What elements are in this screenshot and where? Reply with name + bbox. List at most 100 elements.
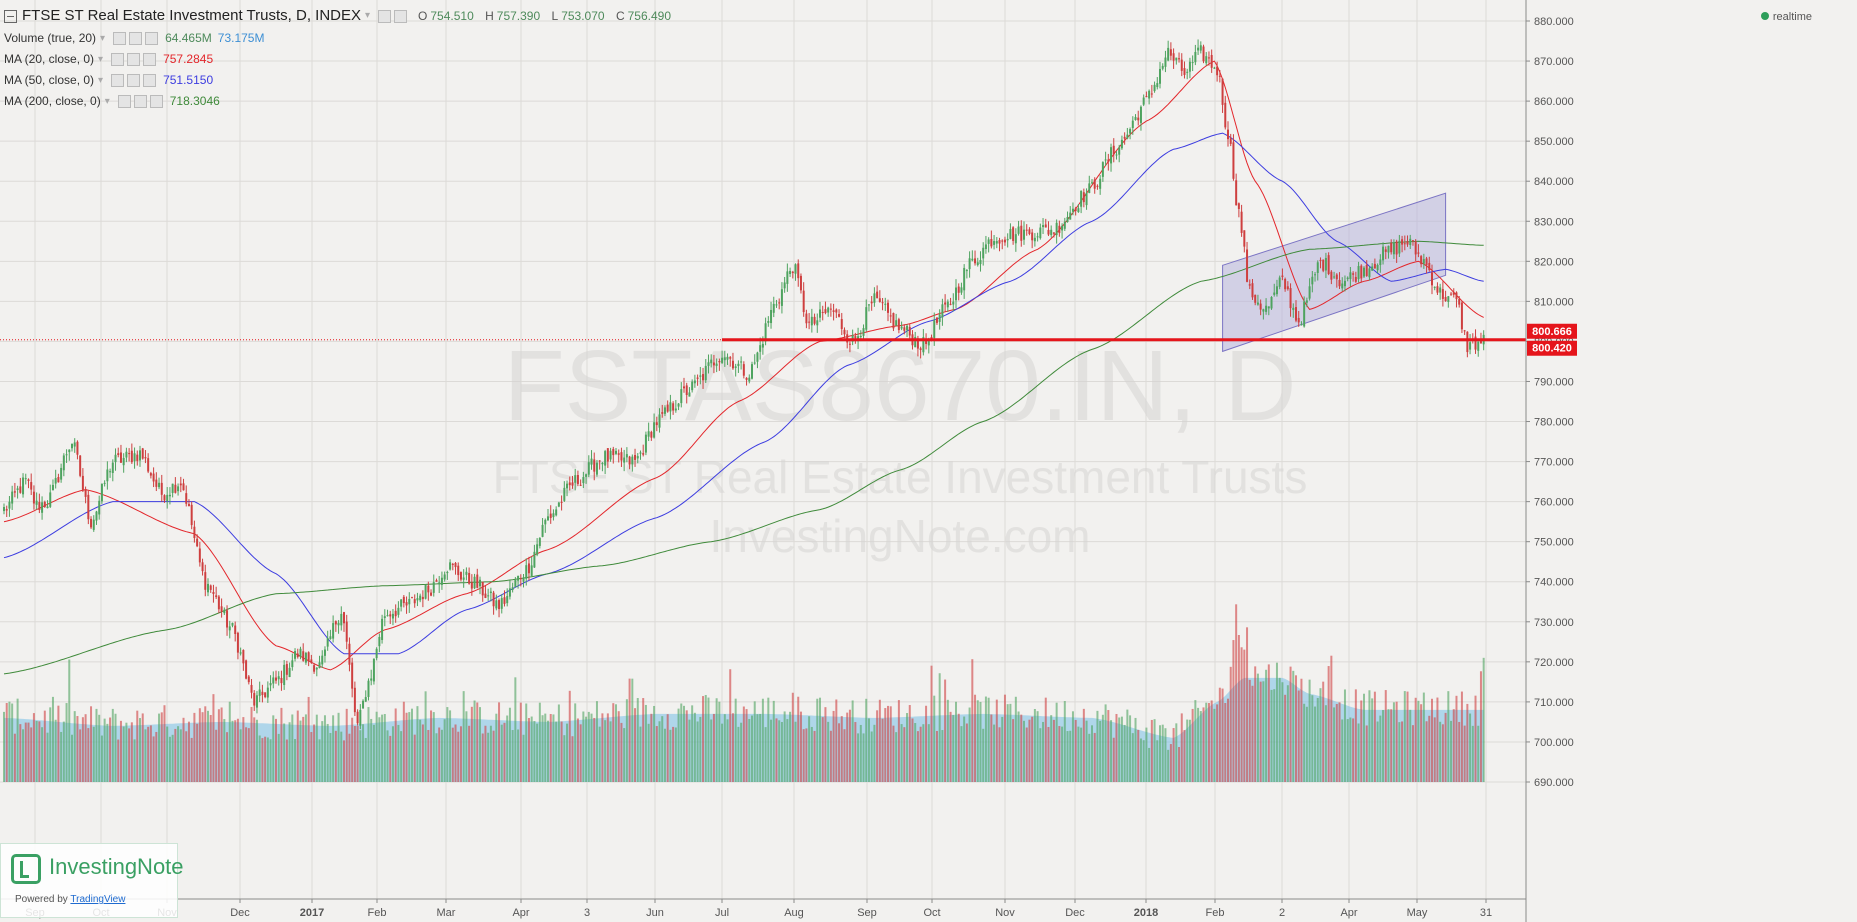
volume-bar [100,735,103,782]
candle-body [288,667,291,678]
volume-bar [1080,727,1083,782]
candle-body [884,303,887,305]
candle-body [1235,180,1238,206]
volume-bar [576,718,579,782]
candle-body [1115,154,1118,156]
candle-body [315,667,318,670]
volume-bar [207,710,209,782]
ohlc-low: 753.070 [561,9,605,23]
chevron-down-icon[interactable]: ▾ [100,33,106,44]
candle-body [1161,65,1164,69]
close-icon[interactable] [145,32,159,45]
volume-bar [353,725,356,782]
tradingview-link[interactable]: TradingView [70,894,126,905]
volume-bar [1406,691,1409,782]
volume-bar [38,721,41,782]
indicator-volume[interactable]: Volume (true, 20) ▾ 64.465M 73.175M [4,28,679,49]
volume-bar [563,735,566,782]
candle-body [1074,208,1077,212]
candle-body [207,583,209,593]
indicator-ma200[interactable]: MA (200, close, 0) ▾ 718.3046 [4,91,679,112]
candle-body [299,648,302,657]
volume-bar [1145,727,1148,782]
candle-body [1384,249,1387,252]
volume-bar [878,699,881,782]
volume-bar [1352,718,1355,782]
indicator-ma20[interactable]: MA (20, close, 0) ▾ 757.2845 [4,49,679,70]
settings-icon[interactable] [378,9,392,23]
volume-bar [1436,697,1439,782]
volume-bar [1096,710,1099,782]
volume-bar [965,723,968,782]
candle-body [925,339,928,345]
chevron-down-icon[interactable]: ▾ [104,96,110,107]
candle-body [761,343,764,348]
candle-body [128,453,131,455]
y-tick-label: 780.000 [1534,417,1574,429]
chevron-down-icon[interactable]: ▾ [98,54,104,65]
volume-bar [601,713,604,782]
y-tick-label: 710.000 [1534,697,1574,709]
volume-bar [1281,682,1284,782]
candle-body [209,585,212,590]
volume-bar [1357,723,1360,782]
candle-body [245,660,248,679]
volume-bar [1284,694,1287,782]
volume-bar [585,716,588,782]
volume-bar [693,712,696,782]
candle-body [239,652,242,654]
volume-bar [1373,691,1376,782]
eye-icon[interactable] [113,32,127,45]
candle-body [413,599,416,604]
candle-body [908,326,911,336]
candle-body [794,264,797,274]
candle-body [1047,229,1050,235]
volume-bar [816,698,819,782]
candle-body [141,448,144,459]
eye-icon[interactable] [111,74,125,87]
volume-bar [1324,705,1327,782]
volume-bar [411,708,413,782]
close-icon[interactable] [394,9,408,23]
volume-bar [1197,707,1200,782]
volume-bar [1308,679,1311,782]
indicator-ma50[interactable]: MA (50, close, 0) ▾ 751.5150 [4,70,679,91]
candle-body [579,484,582,486]
settings-icon[interactable] [127,53,141,66]
chevron-down-icon[interactable]: ▾ [98,75,104,86]
candle-body [375,648,378,659]
volume-bar [1259,681,1262,782]
collapse-icon[interactable] [4,9,17,23]
candle-body [677,403,680,407]
settings-icon[interactable] [133,95,147,108]
candle-body [1077,208,1080,213]
volume-bar [313,724,316,782]
candle-body [32,491,35,504]
close-icon[interactable] [149,95,163,108]
eye-icon[interactable] [111,53,125,66]
volume-bar [128,728,131,782]
volume-bar [775,718,778,782]
volume-bar [459,726,462,782]
y-tick-label: 820.000 [1534,256,1574,268]
close-icon[interactable] [143,74,157,87]
volume-bar [1471,725,1474,782]
investingnote-logo[interactable]: InvestingNote Powered by TradingView [0,843,184,918]
settings-icon[interactable] [129,32,143,45]
candle-body [960,287,963,293]
volume-bar [65,703,68,782]
volume-bar [1205,702,1208,782]
candle-body [1216,66,1219,76]
volume-bar [1262,681,1265,782]
volume-bar [27,722,30,782]
candle-body [1398,240,1401,254]
chevron-down-icon[interactable]: ▾ [365,10,371,21]
candle-body [764,323,767,342]
settings-icon[interactable] [127,74,141,87]
candle-body [454,563,457,568]
volume-bar [217,709,220,782]
eye-icon[interactable] [117,95,131,108]
volume-bar [1112,737,1115,782]
close-icon[interactable] [143,53,157,66]
